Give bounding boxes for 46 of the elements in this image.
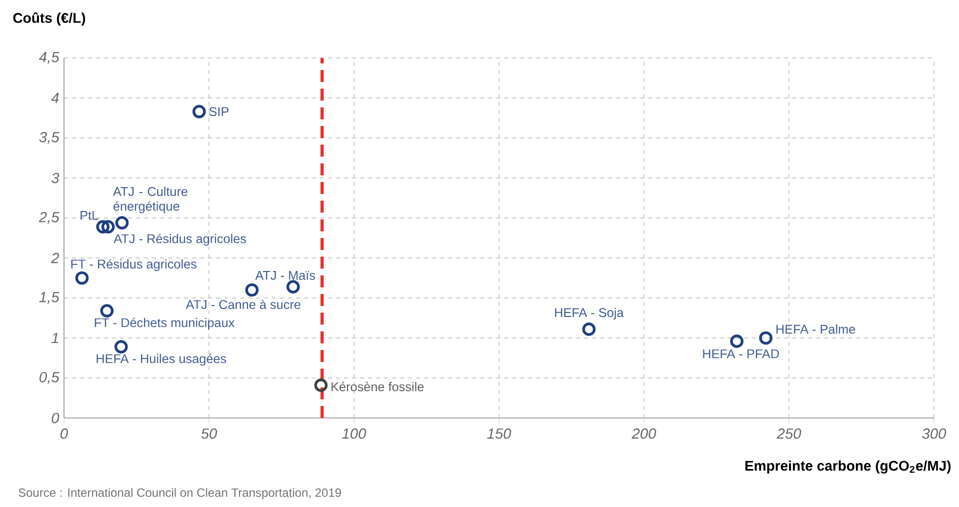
y-tick-label: 1,5 — [39, 292, 60, 304]
x-tick-label: 150 — [487, 428, 512, 439]
x-axis-title: Empreinte carbone (gCO$_{2}$e/MJ) — [745, 460, 951, 474]
y-tick-label: 4 — [51, 92, 59, 104]
series-label: SIP — [209, 107, 228, 116]
y-tick-label: 3,5 — [39, 132, 60, 144]
point — [100, 304, 114, 318]
series-label: FT - Déchets municipaux — [94, 318, 234, 330]
series-label: PtL — [80, 211, 98, 220]
point — [114, 340, 128, 354]
series-label: HEFA - Soja — [555, 308, 624, 320]
point — [192, 104, 206, 118]
point — [314, 378, 328, 392]
series-label: ATJ - Canne à sucre — [186, 300, 300, 310]
point — [582, 322, 596, 336]
point — [101, 220, 115, 234]
point — [75, 271, 89, 285]
y-tick-label: 2 — [51, 252, 60, 264]
series-label: HEFA - PFAD — [703, 349, 779, 358]
y-tick-label: 3 — [51, 172, 60, 184]
point — [245, 283, 259, 297]
y-axis-title: Coûts (€/L) — [13, 12, 86, 26]
series-label: Kérosène fossile — [332, 382, 424, 392]
series-label: ATJ - Résidus agricoles — [114, 234, 246, 246]
x-tick-label: 300 — [922, 428, 946, 439]
x-tick-label: 50 — [201, 428, 218, 439]
point — [115, 216, 129, 230]
y-tick-label: 1 — [52, 332, 58, 344]
point — [730, 334, 744, 348]
series-label: HEFA - Palme — [776, 324, 856, 334]
series-label: ATJ - Maïs — [255, 271, 316, 280]
source-note: Source : International Council on Clean Transportation, 2019 — [18, 488, 341, 500]
series-label: FT - Résidus agricoles — [71, 259, 196, 272]
y-tick-label: 2,5 — [38, 212, 60, 224]
point — [286, 280, 300, 294]
series-label: HEFA - Huiles usagées — [96, 354, 226, 366]
x-tick-label: 100 — [342, 428, 366, 439]
series-label: ATJ - Culture énergétique — [112, 186, 188, 214]
point — [96, 220, 110, 234]
y-tick-label: 0,5 — [40, 372, 60, 384]
x-tick-label: 0 — [60, 428, 68, 439]
y-tick-label: 4,5 — [38, 52, 60, 64]
x-tick-label: 200 — [632, 428, 656, 439]
point — [759, 331, 772, 345]
x-tick-label: 250 — [776, 428, 802, 439]
y-tick-label: 0 — [52, 412, 60, 424]
